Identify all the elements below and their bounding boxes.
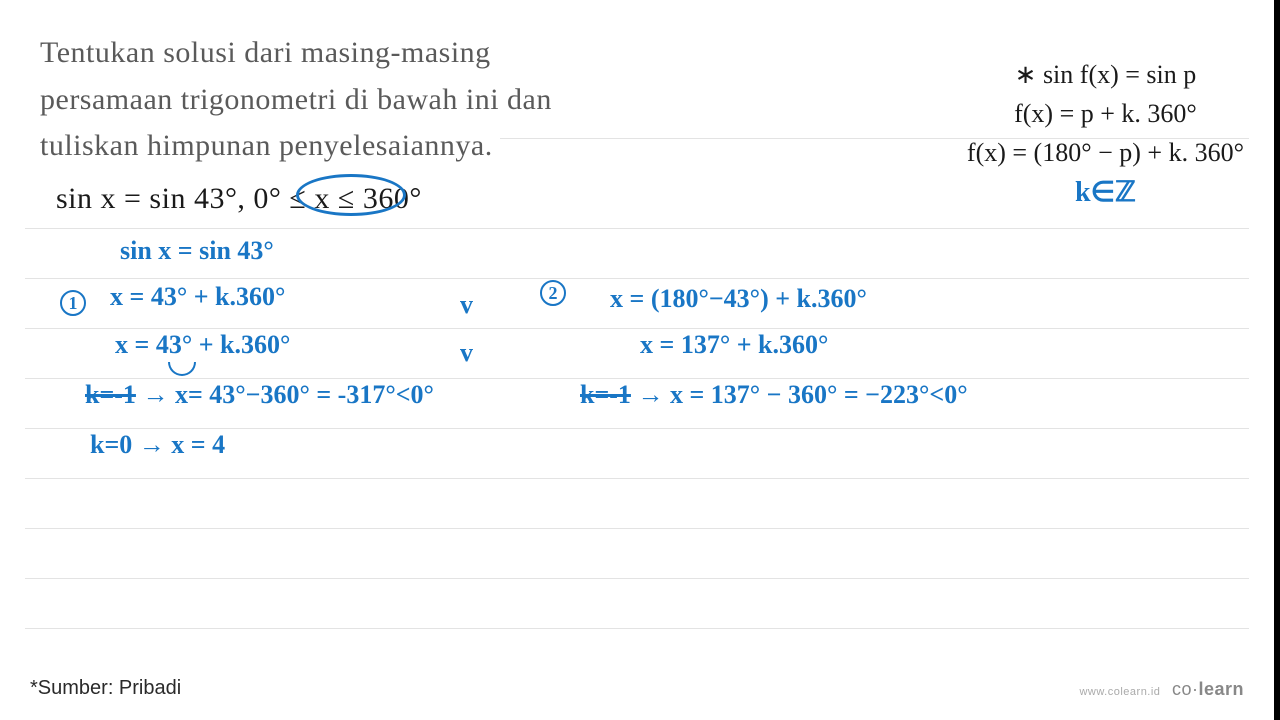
hand-col2-r2: x = 137° + k.360°	[640, 330, 828, 360]
hand-text: → x= 43°−360° = -317°<0°	[136, 380, 434, 409]
rule-line	[25, 478, 1249, 479]
rule-line	[25, 228, 1249, 229]
rule-line	[25, 578, 1249, 579]
problem-equation: sin x = sin 43°, 0° ≤ x ≤ 360°	[40, 176, 680, 223]
brand-co: co	[1172, 679, 1192, 699]
rule-line	[25, 628, 1249, 629]
brand-logo: www.colearn.id co·learn	[1079, 679, 1244, 700]
hand-or: v	[460, 290, 473, 320]
problem-line: Tentukan solusi dari masing-masing	[40, 30, 680, 77]
formula-line: f(x) = (180° − p) + k. 360°	[967, 133, 1244, 172]
source-footer: *Sumber: Pribadi	[30, 677, 181, 700]
rule-line	[25, 278, 1249, 279]
rule-line	[25, 378, 1249, 379]
hand-col1-r4: k=0 → x = 4	[90, 430, 225, 460]
formula-line-hand: k∈ℤ	[967, 172, 1244, 214]
hand-col2-r3: k=-1 → x = 137° − 360° = −223°<0°	[580, 380, 968, 410]
page-container: Tentukan solusi dari masing-masing persa…	[0, 0, 1274, 720]
problem-statement: Tentukan solusi dari masing-masing persa…	[40, 30, 680, 222]
brand-learn: learn	[1198, 679, 1244, 699]
hand-col1-r2: x = 43° + k.360°	[115, 330, 290, 360]
hand-marker-1: 1	[60, 286, 86, 316]
circle-annotation	[296, 174, 406, 216]
smile-underline-icon	[168, 362, 196, 376]
problem-line: persamaan trigonometri di bawah ini dan	[40, 77, 680, 124]
circled-number-icon: 2	[540, 280, 566, 306]
rule-line	[25, 328, 1249, 329]
hand-restate: sin x = sin 43°	[120, 236, 274, 266]
brand-url: www.colearn.id	[1079, 686, 1160, 698]
rule-line	[25, 528, 1249, 529]
strike-text: k=-1	[580, 380, 631, 409]
hand-or: v	[460, 338, 473, 368]
formula-line: ∗ sin f(x) = sin p	[967, 55, 1244, 94]
hand-text: → x = 137° − 360° = −223°<0°	[631, 380, 968, 409]
formula-line: f(x) = p + k. 360°	[967, 94, 1244, 133]
hand-col2-r1: x = (180°−43°) + k.360°	[610, 284, 867, 314]
formula-reference: ∗ sin f(x) = sin p f(x) = p + k. 360° f(…	[967, 55, 1244, 214]
strike-text: k=-1	[85, 380, 136, 409]
hand-marker-2: 2	[540, 276, 566, 306]
hand-col1-r1: x = 43° + k.360°	[110, 282, 285, 312]
problem-line: tuliskan himpunan penyelesaiannya.	[40, 123, 680, 170]
rule-line	[25, 428, 1249, 429]
hand-col1-r3: k=-1 → x= 43°−360° = -317°<0°	[85, 380, 434, 410]
circled-number-icon: 1	[60, 290, 86, 316]
